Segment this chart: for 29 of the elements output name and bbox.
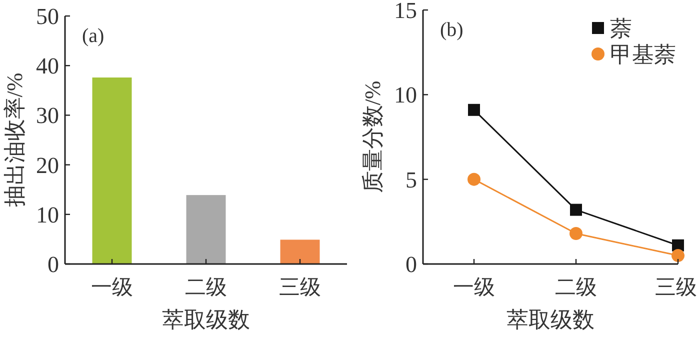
x-tick-label: 一级 [453, 275, 495, 299]
x-axis-title: 萃取级数 [162, 307, 250, 332]
point [570, 204, 582, 216]
y-tick-label: 0 [48, 252, 59, 277]
y-tick-label: 0 [406, 252, 417, 277]
y-axis-title: 抽出油收率/% [2, 72, 28, 208]
y-tick-label: 10 [36, 202, 59, 228]
x-tick-label: 一级 [91, 275, 133, 299]
y-tick-label: 20 [36, 152, 59, 178]
x-tick-label: 三级 [655, 275, 697, 299]
point [672, 249, 684, 262]
text: (b) [440, 19, 464, 41]
y-tick-label: 30 [36, 103, 59, 128]
chart-title: (a) [82, 25, 104, 47]
y-tick-label: 40 [36, 54, 59, 79]
point [468, 104, 480, 116]
x-axis-title: 萃取级数 [506, 307, 594, 332]
x-tick-label: 三级 [279, 275, 321, 299]
y-tick-label: 10 [394, 82, 417, 108]
point [570, 227, 582, 240]
point [468, 172, 480, 186]
y-tick-label: 5 [406, 167, 417, 192]
x-tick-label: 二级 [555, 275, 597, 299]
legend-label: 甲基萘 [610, 42, 676, 67]
y-axis-title: 质量分数/% [360, 80, 386, 194]
y-tick-label: 50 [36, 4, 59, 29]
y-tick-label: 15 [394, 0, 417, 23]
x-tick-label: 二级 [185, 275, 227, 299]
legend-label: 萘 [610, 16, 632, 41]
